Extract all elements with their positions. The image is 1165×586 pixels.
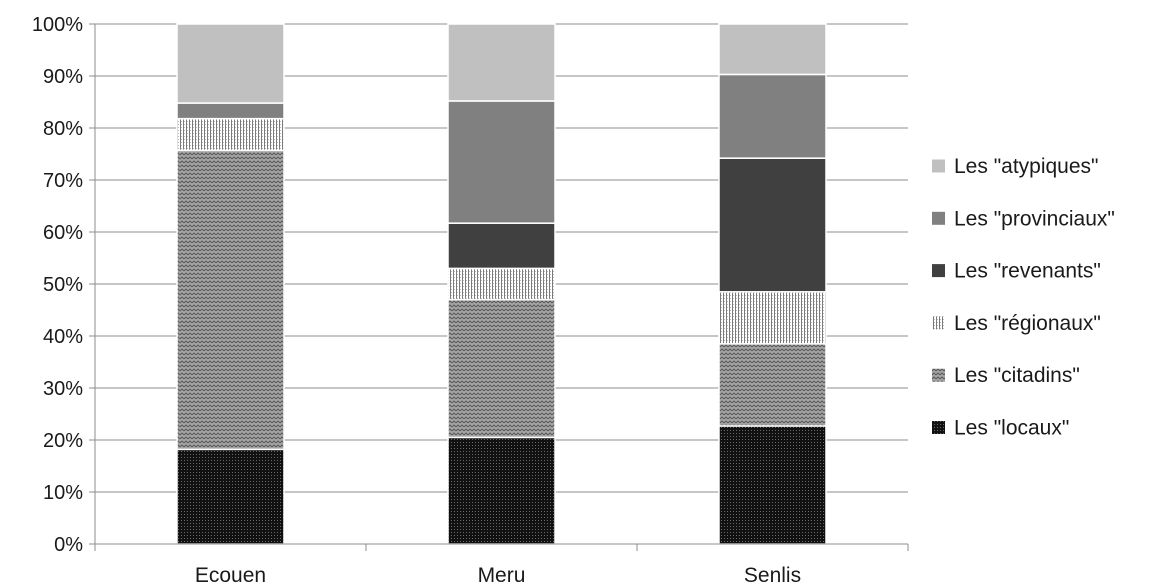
y-tick-label: 70% (43, 170, 83, 192)
bar-segment (176, 448, 285, 545)
legend-label: Les "atypiques" (954, 155, 1099, 178)
legend-swatch (932, 211, 945, 225)
x-category-label: Ecouen (195, 564, 266, 586)
y-tick-label: 30% (43, 378, 83, 400)
y-tick-label: 10% (43, 482, 83, 504)
y-tick-label: 100% (32, 14, 83, 36)
x-category-label: Meru (478, 564, 526, 586)
legend: Les "atypiques" Les "provinciaux" Les "rev… (932, 155, 1115, 440)
legend-label: Les "revenants" (954, 260, 1101, 283)
bar-segment (447, 267, 556, 301)
bar-segment (718, 73, 827, 159)
x-category-label: Senlis (744, 564, 801, 586)
y-tick-label: 90% (43, 66, 83, 88)
legend-label: Les "locaux" (954, 417, 1069, 440)
y-tick-label: 60% (43, 222, 83, 244)
legend-label: Les "régionaux" (954, 312, 1101, 335)
y-tick-label: 80% (43, 118, 83, 140)
legend-label: Les "provinciaux" (954, 207, 1115, 230)
legend-swatch (932, 159, 945, 173)
y-axis-tick-labels: 0% 10% 20% 30% 40% 50% 60% 70% 80% 90% 100% (32, 14, 83, 556)
legend-swatch (932, 368, 945, 382)
y-tick-label: 40% (43, 326, 83, 348)
x-axis-category-labels: Ecouen Meru Senlis (195, 564, 801, 586)
bar-segment (718, 343, 827, 427)
bar-segment (176, 149, 285, 451)
legend-swatch (932, 421, 945, 434)
legend-swatch (932, 264, 945, 278)
bar-segment (176, 102, 285, 120)
bar-segment (718, 291, 827, 345)
bar-segment (718, 157, 827, 293)
y-tick-label: 50% (43, 274, 83, 296)
bar-segment (447, 436, 556, 545)
bar-segment (447, 298, 556, 439)
bar-segment (176, 23, 285, 104)
bars (176, 23, 827, 545)
bar-segment (176, 117, 285, 152)
y-tick-label: 20% (43, 430, 83, 452)
legend-label: Les "citadins" (954, 364, 1080, 387)
bar-segment (718, 425, 827, 545)
bar-segment (447, 222, 556, 270)
y-tick-label: 0% (54, 534, 83, 556)
axes (94, 24, 909, 551)
bar-segment (447, 100, 556, 224)
bar-segment (447, 23, 556, 102)
legend-swatch (932, 316, 945, 330)
bar-segment (718, 23, 827, 76)
